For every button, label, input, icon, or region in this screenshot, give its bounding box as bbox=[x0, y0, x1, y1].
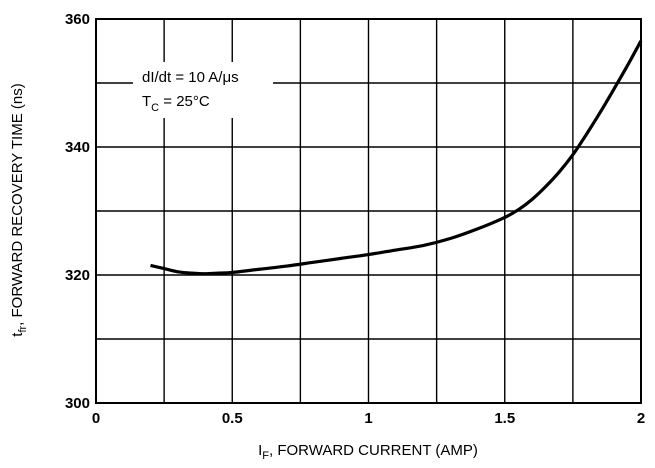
y-axis-label-rest: , FORWARD RECOVERY TIME (ns) bbox=[9, 83, 26, 326]
annotation-temperature-sub: C bbox=[151, 102, 159, 114]
x-axis-label: IF, FORWARD CURRENT (AMP) bbox=[258, 442, 478, 462]
annotation-background bbox=[133, 62, 273, 118]
y-axis-label: tfr, FORWARD RECOVERY TIME (ns) bbox=[9, 83, 29, 336]
y-tick-label: 340 bbox=[65, 139, 90, 156]
x-tick-label: 1 bbox=[364, 410, 372, 427]
x-axis-label-sub: F bbox=[262, 450, 269, 462]
x-axis-label-rest: , FORWARD CURRENT (AMP) bbox=[269, 442, 478, 459]
x-tick-label: 2 bbox=[637, 410, 645, 427]
annotation-temperature: TC = 25°C bbox=[142, 93, 210, 114]
curve-layer bbox=[150, 39, 643, 276]
tick-labels: 0 0.5 1 1.5 2 300 320 340 360 bbox=[65, 11, 645, 427]
x-axis-label-main: I bbox=[258, 442, 262, 459]
y-tick-label: 360 bbox=[65, 11, 90, 28]
y-tick-label: 320 bbox=[65, 267, 90, 284]
annotation-box: dI/dt = 10 A/μs TC = 25°C bbox=[133, 62, 273, 118]
recovery-time-curve bbox=[150, 39, 643, 276]
x-tick-label: 0 bbox=[92, 410, 100, 427]
x-tick-label: 0.5 bbox=[222, 410, 243, 427]
y-tick-label: 300 bbox=[65, 395, 90, 412]
plot-frame bbox=[95, 18, 642, 404]
annotation-temperature-main: T bbox=[142, 93, 151, 110]
x-tick-label: 1.5 bbox=[494, 410, 515, 427]
annotation-didt: dI/dt = 10 A/μs bbox=[142, 69, 239, 86]
y-axis-label-sub: fr bbox=[17, 325, 29, 332]
annotation-temperature-rest: = 25°C bbox=[159, 93, 210, 110]
y-axis-label-main: t bbox=[9, 332, 26, 337]
